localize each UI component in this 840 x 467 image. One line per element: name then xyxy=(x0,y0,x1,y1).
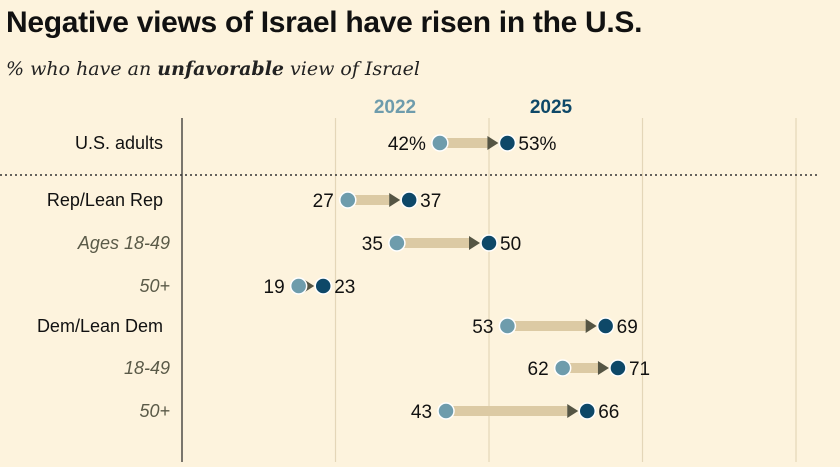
value-label-2022: 42% xyxy=(388,134,426,155)
subtitle-suffix: view of Israel xyxy=(284,58,420,80)
subtitle-prefix: % who have an xyxy=(6,58,158,80)
dot-2022 xyxy=(339,191,357,209)
arrow-head xyxy=(597,361,609,375)
dot-2025 xyxy=(609,359,627,377)
value-label-2022: 35 xyxy=(362,234,383,255)
chart-title: Negative views of Israel have risen in t… xyxy=(6,6,643,39)
value-label-2025: 53% xyxy=(518,134,556,155)
row-label: 50+ xyxy=(139,276,170,296)
value-label-2025: 66 xyxy=(598,402,619,423)
change-bar xyxy=(396,238,469,248)
change-bar xyxy=(446,406,568,416)
value-label-2022: 62 xyxy=(528,359,549,380)
value-label-2025: 50 xyxy=(500,234,521,255)
chart-subtitle: % who have an unfavorable view of Israel xyxy=(6,58,420,80)
change-bar xyxy=(347,195,390,205)
value-label-2022: 19 xyxy=(264,277,285,298)
row-label: U.S. adults xyxy=(75,133,163,153)
legend-2022: 2022 xyxy=(374,97,416,118)
dot-2025 xyxy=(314,277,332,295)
change-bar xyxy=(439,138,488,148)
arrow-head xyxy=(585,319,597,333)
arrow-head xyxy=(567,404,579,418)
row-label: 50+ xyxy=(139,401,170,421)
arrow-head xyxy=(469,236,480,250)
dot-2022 xyxy=(289,277,308,295)
legend-2025: 2025 xyxy=(530,97,573,118)
change-bar xyxy=(507,321,586,331)
value-label-2022: 27 xyxy=(313,191,334,212)
row-label: Ages 18-49 xyxy=(77,233,170,253)
dot-2025 xyxy=(480,234,498,252)
subtitle-emphasis: unfavorable xyxy=(157,58,285,80)
value-label-2025: 69 xyxy=(617,317,638,338)
dot-2022 xyxy=(553,359,572,377)
dot-2025 xyxy=(578,402,596,420)
dot-2022 xyxy=(437,402,455,420)
value-label-2025: 23 xyxy=(334,277,355,298)
row-label: Rep/Lean Rep xyxy=(47,190,163,210)
dot-2025 xyxy=(400,191,418,209)
dot-2022 xyxy=(498,317,517,335)
value-label-2025: 37 xyxy=(420,191,441,212)
arrow-head xyxy=(487,136,499,150)
dot-2025 xyxy=(596,317,615,335)
dot-2025 xyxy=(498,134,517,152)
value-label-2025: 71 xyxy=(629,359,650,380)
dot-2022 xyxy=(431,134,449,152)
arrow-head xyxy=(389,193,401,207)
value-label-2022: 43 xyxy=(411,402,432,423)
change-bar xyxy=(562,363,598,373)
row-label: Dem/Lean Dem xyxy=(37,316,163,336)
value-label-2022: 53 xyxy=(472,317,493,338)
dot-2022 xyxy=(388,234,406,252)
row-label: 18-49 xyxy=(124,358,170,378)
